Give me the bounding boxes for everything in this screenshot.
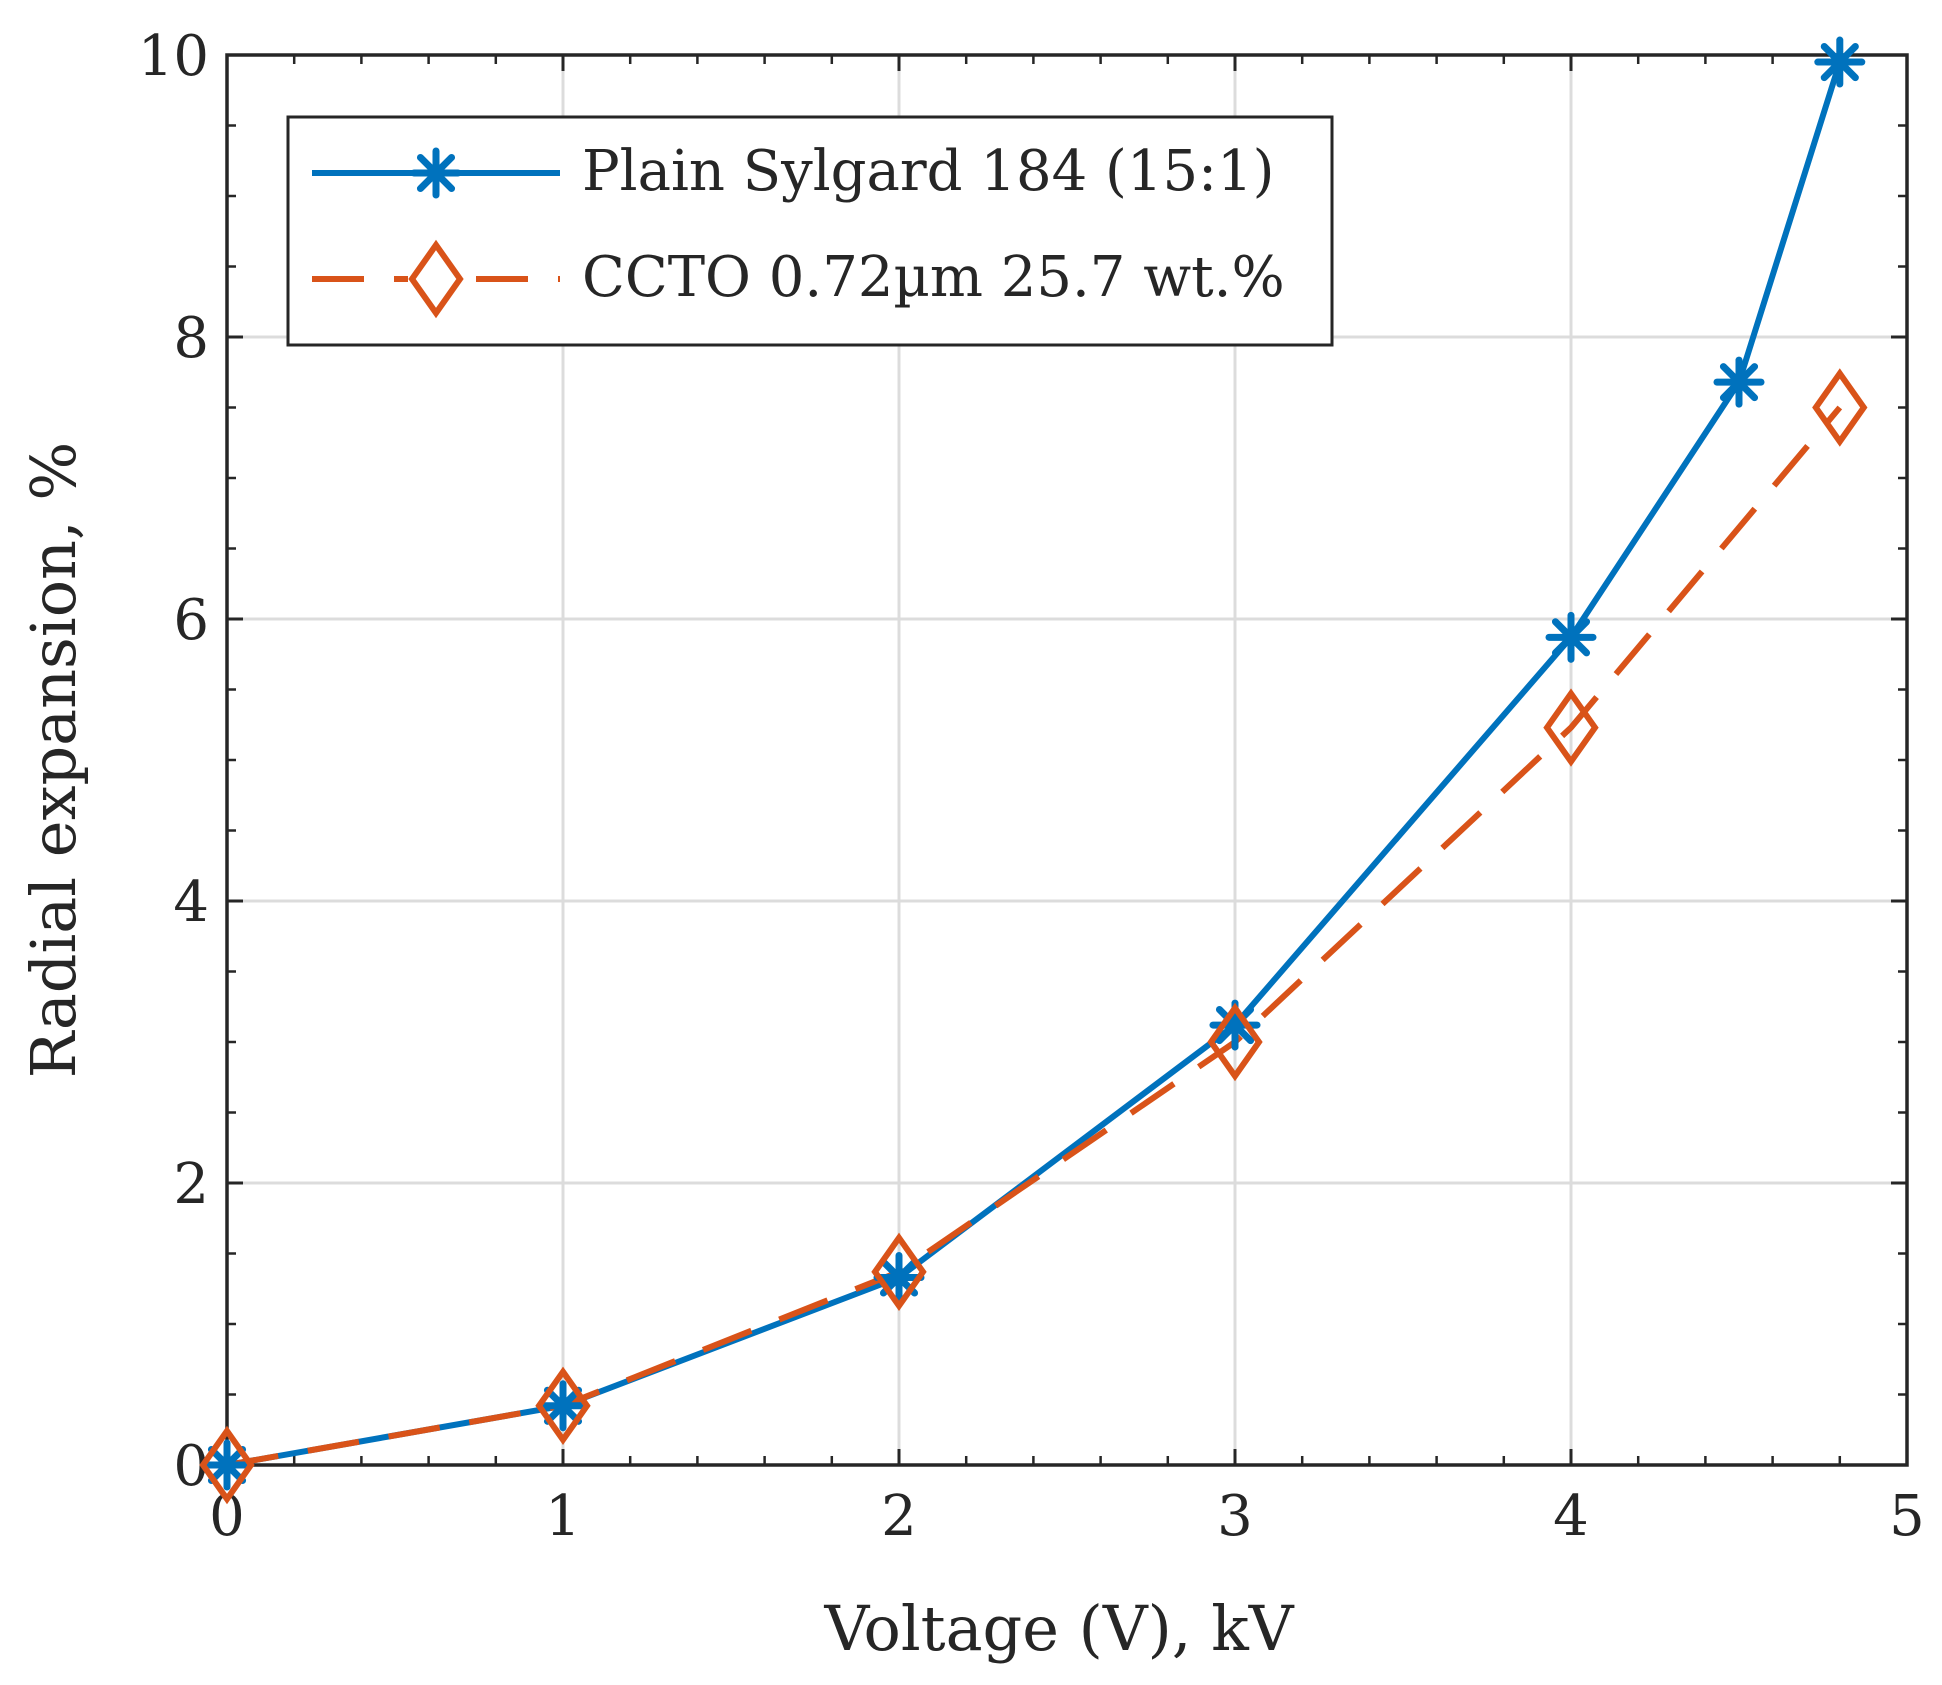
data-point-plain-sylgard bbox=[201, 1439, 253, 1491]
legend-marker-backdrop bbox=[408, 243, 464, 315]
legend-label-plain-sylgard: Plain Sylgard 184 (15:1) bbox=[582, 139, 1274, 204]
y-tick-label: 10 bbox=[138, 24, 209, 89]
data-point-ccto bbox=[535, 1366, 591, 1445]
legend-marker-ccto bbox=[408, 239, 464, 319]
y-tick-label: 4 bbox=[173, 870, 209, 935]
y-tick-label: 6 bbox=[173, 588, 209, 653]
data-point-ccto bbox=[1543, 688, 1599, 767]
x-tick-label: 2 bbox=[881, 1484, 917, 1549]
x-tick-label: 0 bbox=[209, 1484, 245, 1549]
data-point-ccto bbox=[871, 1232, 927, 1312]
data-point-ccto bbox=[1812, 368, 1868, 447]
labels-layer: Voltage (V), kV Radial expansion, % bbox=[17, 442, 1295, 1665]
data-point-ccto bbox=[1207, 1002, 1263, 1082]
data-point-ccto bbox=[199, 1425, 255, 1505]
y-tick-label: 2 bbox=[173, 1152, 209, 1217]
legend-label-ccto: CCTO 0.72µm 25.7 wt.% bbox=[582, 245, 1285, 310]
legend: Plain Sylgard 184 (15:1) CCTO 0.72µm 25.… bbox=[286, 115, 1334, 347]
legend-marker-plain-sylgard bbox=[410, 147, 462, 199]
x-tick-label: 1 bbox=[545, 1484, 581, 1549]
y-axis-label: Radial expansion, % bbox=[17, 442, 90, 1079]
data-point-plain-sylgard bbox=[1545, 611, 1597, 663]
x-axis-label: Voltage (V), kV bbox=[823, 1592, 1294, 1665]
data-point-plain-sylgard bbox=[1713, 356, 1765, 408]
data-point-plain-sylgard bbox=[1814, 36, 1866, 88]
data-point-plain-sylgard bbox=[873, 1251, 925, 1303]
x-tick-label: 4 bbox=[1553, 1484, 1589, 1549]
series-line-ccto bbox=[226, 405, 1843, 1468]
data-point-plain-sylgard bbox=[537, 1380, 589, 1432]
series-layer bbox=[199, 36, 1868, 1505]
x-tick-label: 3 bbox=[1217, 1484, 1253, 1549]
y-tick-label: 8 bbox=[173, 306, 209, 371]
x-tick-label: 5 bbox=[1889, 1484, 1925, 1549]
